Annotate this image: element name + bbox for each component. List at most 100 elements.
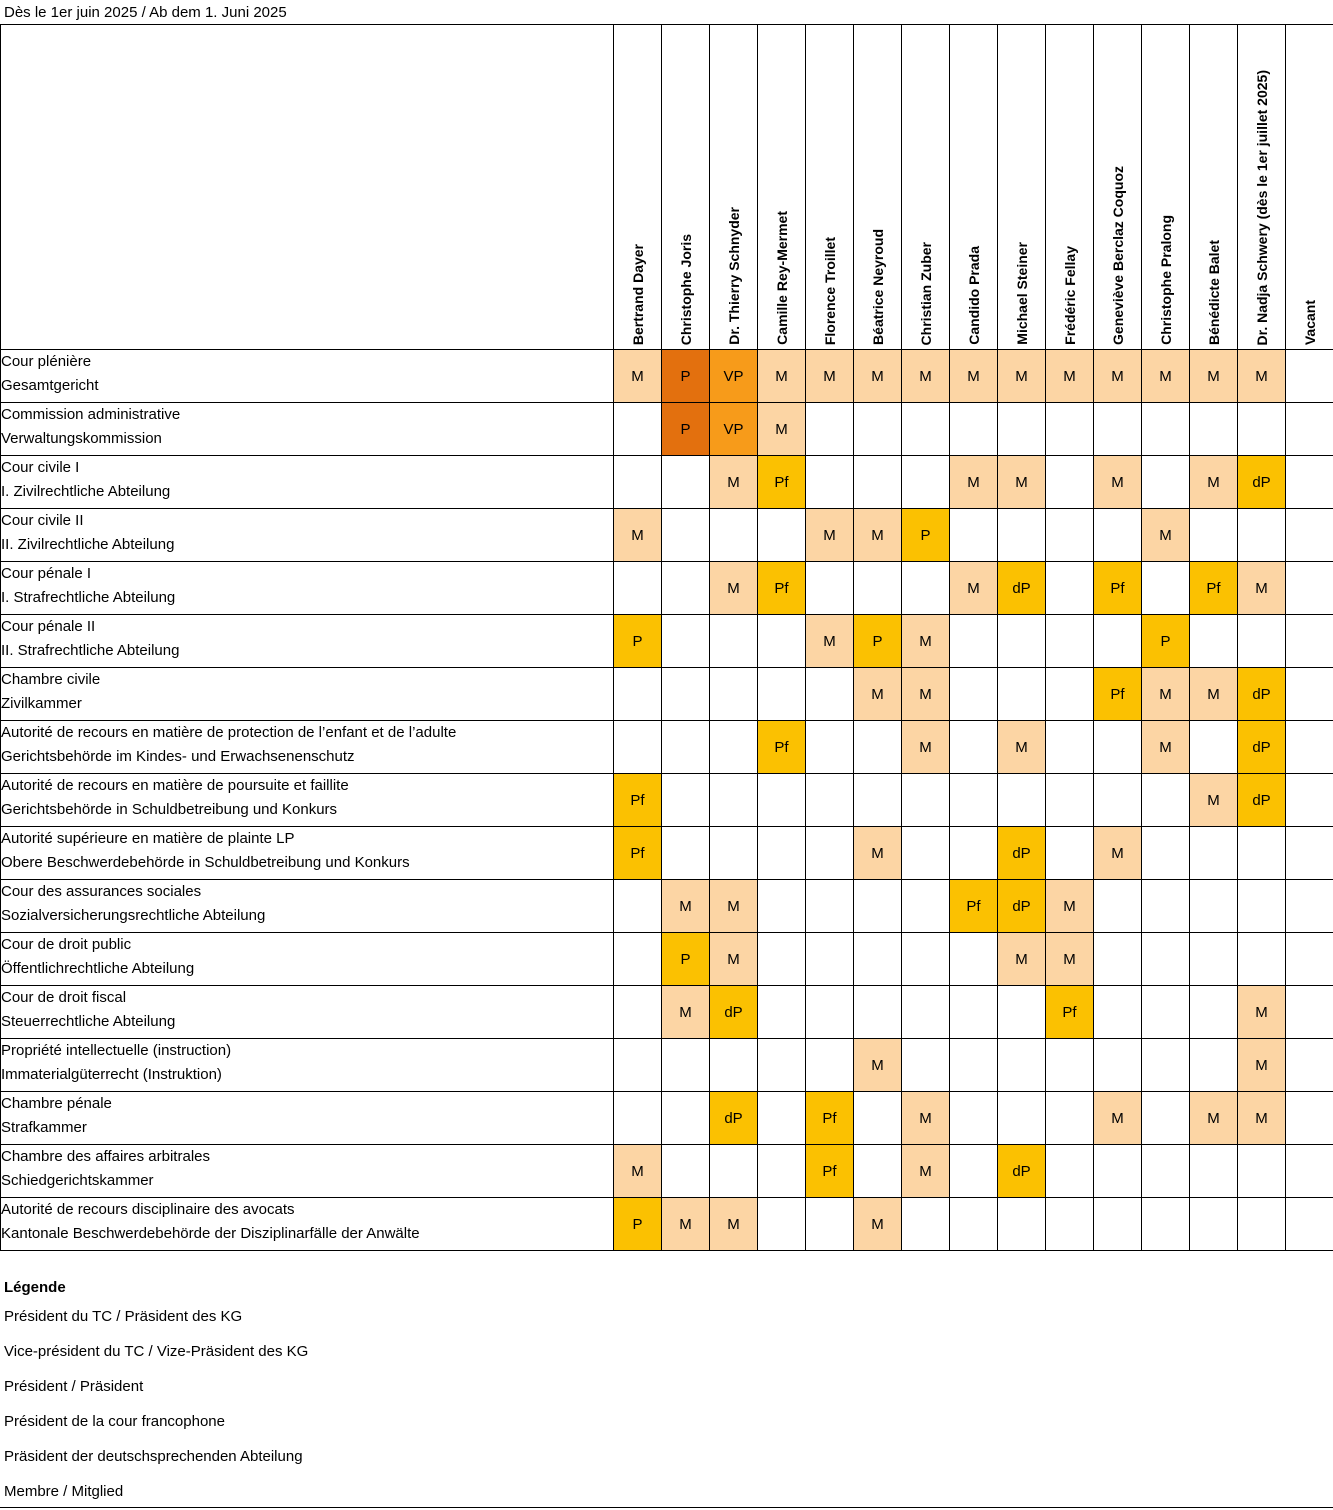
judge-header: Michael Steiner — [997, 24, 1046, 350]
role-cell — [1237, 508, 1286, 562]
role-cell — [1189, 720, 1238, 774]
role-cell — [1237, 826, 1286, 880]
court-row: Propriété intellectuelle (instruction) Im… — [0, 1038, 1333, 1092]
role-cell: M — [997, 349, 1046, 403]
role-cell — [853, 402, 902, 456]
court-name-de: Sozialversicherungsrechtliche Abteilung — [1, 907, 266, 924]
role-cell — [757, 1197, 806, 1251]
role-cell: M — [853, 508, 902, 562]
role-cell — [661, 1038, 710, 1092]
role-cell — [1189, 402, 1238, 456]
role-cell — [805, 1197, 854, 1251]
role-cell: VP — [709, 349, 758, 403]
role-cell: M — [1093, 349, 1142, 403]
court-name-fr: Cour de droit fiscal — [1, 989, 127, 1006]
role-cell: Pf — [805, 1144, 854, 1198]
role-cell — [805, 455, 854, 509]
role-cell: M — [1045, 879, 1094, 933]
judge-name: Béatrice Neyroud — [869, 229, 886, 345]
role-cell — [757, 614, 806, 668]
court-label: Autorité de recours en matière de poursu… — [0, 773, 614, 827]
role-cell — [997, 1038, 1046, 1092]
role-cell: M — [1237, 1091, 1286, 1145]
role-cell — [901, 561, 950, 615]
judge-name: Dr. Nadja Schwery (dès le 1er juillet 20… — [1253, 69, 1270, 345]
role-cell — [853, 561, 902, 615]
role-cell — [1093, 614, 1142, 668]
role-cell: Pf — [1045, 985, 1094, 1039]
role-cell: P — [1141, 614, 1190, 668]
role-cell: M — [853, 667, 902, 721]
role-cell — [949, 720, 998, 774]
role-cell — [757, 1144, 806, 1198]
role-cell — [949, 508, 998, 562]
role-cell — [949, 1091, 998, 1145]
role-cell — [997, 1091, 1046, 1145]
role-cell — [709, 720, 758, 774]
role-cell — [1285, 561, 1333, 615]
role-cell: dP — [1237, 773, 1286, 827]
court-name-de: II. Strafrechtliche Abteilung — [1, 642, 180, 659]
judge-name: Camille Rey-Mermet — [773, 211, 790, 345]
role-cell: M — [1093, 455, 1142, 509]
role-cell — [661, 561, 710, 615]
role-cell — [949, 932, 998, 986]
role-cell: M — [853, 1038, 902, 1092]
role-cell: M — [1237, 985, 1286, 1039]
judge-name: Michael Steiner — [1013, 242, 1030, 345]
court-row: Cour de droit fiscal Steuerrechtliche Abt… — [0, 985, 1333, 1039]
role-cell — [853, 720, 902, 774]
role-cell — [1285, 508, 1333, 562]
judge-header: Dr. Nadja Schwery (dès le 1er juillet 20… — [1237, 24, 1286, 350]
legend-item: Membre / Mitglied — [4, 1483, 124, 1500]
role-cell — [1093, 508, 1142, 562]
role-cell — [613, 932, 662, 986]
role-cell — [1141, 879, 1190, 933]
role-cell: M — [1237, 1038, 1286, 1092]
role-cell — [949, 667, 998, 721]
role-cell: M — [1093, 1091, 1142, 1145]
court-name-de: Gerichtsbehörde im Kindes- und Erwachsen… — [1, 748, 355, 765]
role-cell: Pf — [949, 879, 998, 933]
role-cell — [1045, 826, 1094, 880]
legend-item: Président / Präsident — [4, 1378, 144, 1395]
court-name-fr: Cour des assurances sociales — [1, 883, 202, 900]
role-cell: M — [949, 561, 998, 615]
role-cell: P — [661, 932, 710, 986]
role-cell — [901, 773, 950, 827]
role-cell: M — [661, 1197, 710, 1251]
court-name-fr: Cour pénale II — [1, 618, 96, 635]
role-cell: dP — [1237, 455, 1286, 509]
role-cell — [1093, 879, 1142, 933]
legend-item: Président du TC / Präsident des KG — [4, 1308, 243, 1325]
role-cell: Pf — [757, 561, 806, 615]
role-cell — [901, 402, 950, 456]
role-cell: M — [805, 349, 854, 403]
role-cell — [1045, 1197, 1094, 1251]
role-cell — [757, 879, 806, 933]
court-name-fr: Autorité de recours en matière de protec… — [1, 724, 457, 741]
role-cell — [949, 826, 998, 880]
role-cell — [1045, 1038, 1094, 1092]
legend-item: Président de la cour francophone — [4, 1413, 225, 1430]
court-row: Chambre pénale Strafkammer dP Pf M M M M — [0, 1091, 1333, 1145]
role-cell: Pf — [1093, 667, 1142, 721]
role-cell — [901, 826, 950, 880]
role-cell — [1189, 826, 1238, 880]
court-label: Chambre pénale Strafkammer — [0, 1091, 614, 1145]
judge-name: Christophe Joris — [677, 233, 694, 345]
role-cell: M — [661, 985, 710, 1039]
role-cell: dP — [997, 826, 1046, 880]
court-name-fr: Cour plénière — [1, 353, 92, 370]
role-cell — [1285, 1091, 1333, 1145]
role-cell: M — [613, 1144, 662, 1198]
court-label: Cour civile I I. Zivilrechtliche Abteilun… — [0, 455, 614, 509]
role-cell: M — [709, 455, 758, 509]
court-name-fr: Chambre pénale — [1, 1095, 112, 1112]
role-cell — [709, 826, 758, 880]
role-cell — [1285, 349, 1333, 403]
judge-name: Geneviève Berclaz Coquoz — [1109, 166, 1126, 345]
role-cell: M — [949, 349, 998, 403]
role-cell — [853, 455, 902, 509]
role-cell — [757, 932, 806, 986]
